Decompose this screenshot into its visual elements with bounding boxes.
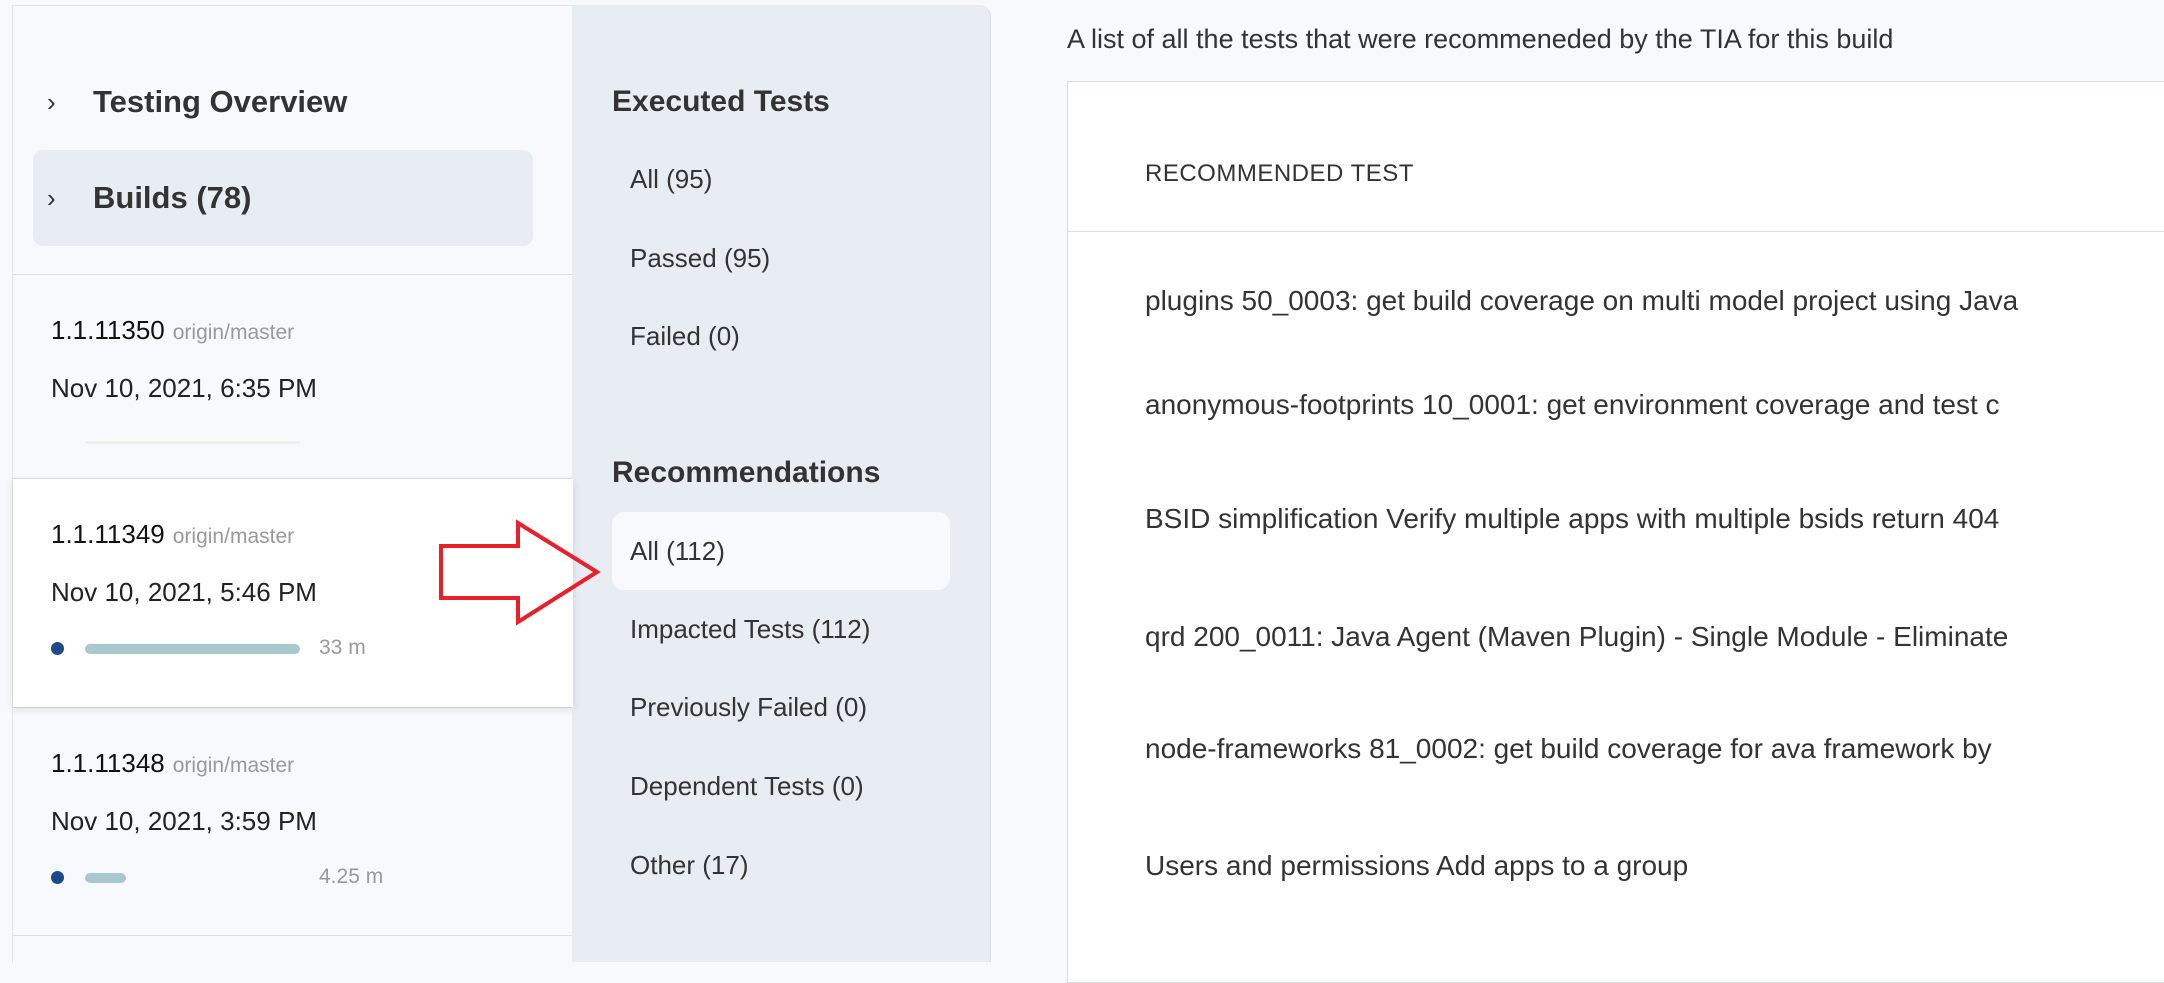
divider <box>13 274 573 275</box>
build-version: 1.1.11348 <box>51 748 165 778</box>
divider <box>13 707 573 708</box>
build-duration-bar <box>85 873 126 883</box>
table-row[interactable]: Users and permissions Add apps to a grou… <box>1145 850 1689 881</box>
build-date: Nov 10, 2021, 3:59 PM <box>51 806 317 836</box>
table-row[interactable]: BSID simplification Verify multiple apps… <box>1145 503 2000 534</box>
header-divider <box>1068 231 2164 232</box>
filter-dependent-tests[interactable]: Dependent Tests (0) <box>630 770 864 801</box>
filter-recommendations-all[interactable]: All (112) <box>612 512 950 590</box>
build-version: 1.1.11350 <box>51 315 165 345</box>
table-row[interactable]: qrd 200_0011: Java Agent (Maven Plugin) … <box>1145 621 2009 652</box>
build-item[interactable]: 1.1.11350 origin/master Nov 10, 2021, 6:3… <box>13 275 573 503</box>
nav-testing-overview[interactable]: › Testing Overview <box>33 54 533 150</box>
build-branch: origin/master <box>172 321 295 344</box>
build-version: 1.1.11349 <box>51 519 165 549</box>
build-branch: origin/master <box>172 525 295 548</box>
filter-previously-failed[interactable]: Previously Failed (0) <box>630 691 867 722</box>
table-row[interactable]: plugins 50_0003: get build coverage on m… <box>1145 285 2019 316</box>
filter-impacted-tests[interactable]: Impacted Tests (112) <box>630 613 871 644</box>
nav-label: Builds (78) <box>93 180 252 215</box>
filter-other[interactable]: Other (17) <box>630 849 749 880</box>
filter-executed-failed[interactable]: Failed (0) <box>630 320 740 351</box>
build-date: Nov 10, 2021, 5:46 PM <box>51 577 317 607</box>
status-dot <box>51 642 64 655</box>
filter-panel: Executed Tests All (95) Passed (95) Fail… <box>572 5 991 962</box>
build-duration-bar <box>85 441 300 444</box>
chevron-right-icon: › <box>47 182 56 213</box>
table-row[interactable]: node-frameworks 81_0002: get build cover… <box>1145 733 1992 764</box>
red-arrow-annotation-icon <box>439 519 601 626</box>
chevron-right-icon: › <box>47 86 56 117</box>
column-header-recommended-test[interactable]: RECOMMENDED TEST <box>1145 160 1414 187</box>
build-branch: origin/master <box>172 754 295 777</box>
recommended-tests-table: RECOMMENDED TEST plugins 50_0003: get bu… <box>1067 81 2164 983</box>
build-duration-bar <box>85 644 300 654</box>
filter-executed-passed[interactable]: Passed (95) <box>630 242 771 273</box>
divider <box>13 478 573 479</box>
builds-sidebar: › Testing Overview › Builds (78) 1.1.113… <box>12 5 573 963</box>
build-item-selected[interactable]: 1.1.11349 origin/master Nov 10, 2021, 5:4… <box>13 479 573 707</box>
recommendations-heading: Recommendations <box>612 456 881 489</box>
nav-label: Testing Overview <box>93 84 348 119</box>
build-duration: 4.25 m <box>319 865 384 888</box>
status-dot <box>51 871 64 884</box>
filter-executed-all[interactable]: All (95) <box>630 163 713 194</box>
build-duration: 33 m <box>319 636 366 659</box>
executed-tests-heading: Executed Tests <box>612 85 830 118</box>
build-date: Nov 10, 2021, 6:35 PM <box>51 373 317 403</box>
table-row[interactable]: anonymous-footprints 10_0001: get enviro… <box>1145 389 2000 420</box>
page-description: A list of all the tests that were recomm… <box>1067 24 1894 54</box>
divider <box>13 935 573 936</box>
build-item[interactable]: 1.1.11348 origin/master Nov 10, 2021, 3:5… <box>13 708 573 936</box>
nav-builds[interactable]: › Builds (78) <box>33 150 533 246</box>
